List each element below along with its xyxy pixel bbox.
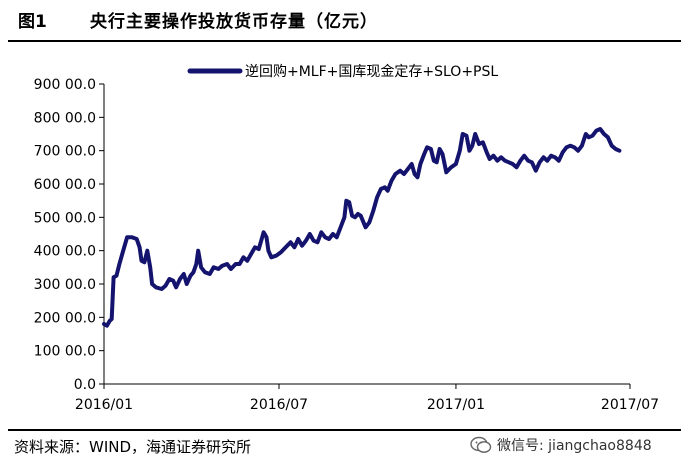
- y-tick-label: 100 00.0: [34, 344, 96, 360]
- legend-label: 逆回购+MLF+国库现金定存+SLO+PSL: [245, 64, 498, 80]
- y-tick-label: 800 00.0: [34, 110, 96, 126]
- y-tick-label: 200 00.0: [34, 310, 96, 326]
- legend: 逆回购+MLF+国库现金定存+SLO+PSL: [187, 64, 498, 80]
- y-tick-label: 500 00.0: [34, 210, 96, 226]
- wechat-icon: [470, 436, 492, 453]
- figure-label: 图1: [18, 12, 47, 32]
- top-rule: [8, 40, 681, 42]
- y-axis: 0.0 100 00.0 200 00.0 300 00.0 400 00.0 500 0…: [34, 77, 105, 393]
- y-tick-label: 700 00.0: [34, 144, 96, 160]
- source-note: 资料来源：WIND，海通证券研究所: [14, 438, 252, 456]
- watermark-text: 微信号: jiangchao8848: [497, 438, 652, 454]
- x-tick-label: 2017/07: [601, 397, 659, 413]
- watermark: 微信号: jiangchao8848: [470, 434, 652, 456]
- y-tick-label: 0.0: [74, 377, 96, 393]
- series-line: [102, 127, 622, 328]
- series-group: [102, 127, 622, 328]
- x-tick-label: 2016/01: [75, 397, 133, 413]
- line-chart: 0.0 100 00.0 200 00.0 300 00.0 400 00.0 500 0…: [34, 64, 659, 413]
- figure-title: 央行主要操作投放货币存量（亿元）: [90, 12, 378, 32]
- y-tick-label: 300 00.0: [34, 277, 96, 293]
- bottom-rule: [8, 429, 681, 431]
- figure-header: 图1 央行主要操作投放货币存量（亿元）: [0, 0, 689, 40]
- y-tick-label: 600 00.0: [34, 177, 96, 193]
- y-tick-label: 400 00.0: [34, 244, 96, 260]
- y-tick-label: 900 00.0: [34, 77, 96, 93]
- x-tick-label: 2016/07: [250, 397, 308, 413]
- x-tick-label: 2017/01: [427, 397, 485, 413]
- x-axis: 2016/01 2016/07 2017/01 2017/07: [75, 383, 659, 413]
